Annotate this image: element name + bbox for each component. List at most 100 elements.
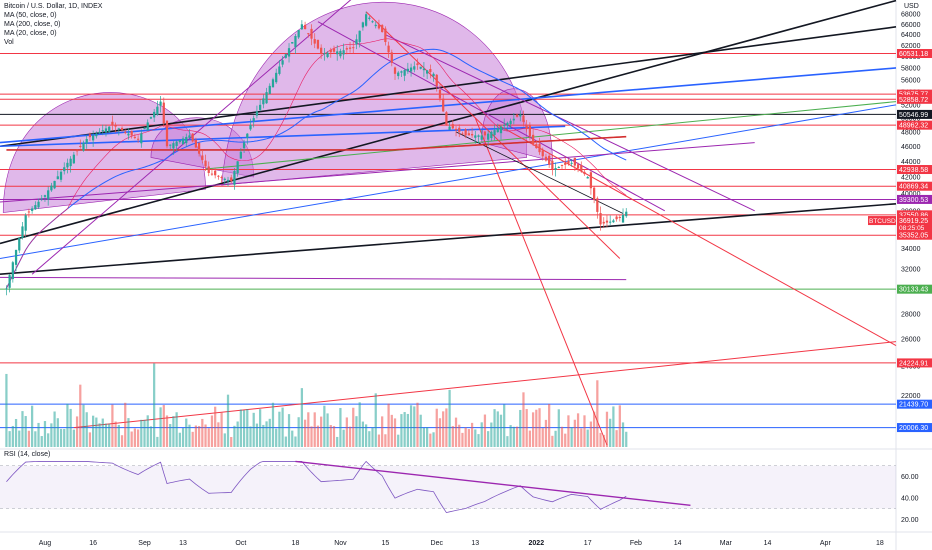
volume-bar	[21, 411, 24, 447]
study-ma20: MA (20, close, 0)	[4, 30, 57, 37]
candle-body	[374, 24, 377, 27]
volume-bar	[448, 389, 451, 447]
candle-body	[573, 157, 576, 166]
candle-body	[85, 138, 88, 144]
candle-body	[445, 112, 448, 125]
candle-body	[525, 125, 528, 130]
volume-bar	[602, 434, 605, 447]
candle-body	[339, 50, 342, 57]
candle-body	[297, 30, 300, 38]
volume-bar	[464, 427, 467, 447]
price-tick-label: 22000	[901, 393, 921, 400]
volume-bar	[236, 421, 239, 447]
volume-bar	[374, 393, 377, 447]
candle-body	[143, 127, 146, 130]
volume-bar	[416, 402, 419, 447]
price-level-value-13: 20006.30	[899, 425, 928, 432]
candle-body	[242, 142, 246, 149]
volume-bar	[281, 407, 284, 447]
candle-body	[223, 178, 226, 180]
candle-body	[416, 63, 419, 66]
trend-line-13	[455, 131, 624, 214]
volume-bar	[156, 436, 159, 447]
candle-body	[14, 249, 18, 265]
candle-body	[544, 156, 548, 161]
volume-bar	[56, 418, 59, 447]
candle-body	[506, 122, 509, 126]
candle-body	[56, 176, 59, 180]
candle-body	[194, 139, 198, 148]
volume-bar	[538, 408, 541, 447]
candle-body	[149, 117, 153, 119]
candle-body	[262, 98, 265, 105]
candle-body	[503, 124, 506, 126]
candle-body	[59, 171, 63, 180]
volume-bar	[88, 432, 92, 447]
candle-body	[371, 21, 374, 23]
candle-body	[512, 118, 515, 121]
chart-title: Bitcoin / U.S. Dollar, 1D, INDEX	[4, 3, 103, 10]
candle-body	[326, 52, 329, 58]
volume-bar	[230, 436, 233, 447]
candle-body	[207, 166, 210, 173]
volume-bar	[40, 436, 43, 447]
x-tick-label: 14	[674, 540, 682, 547]
candle-body	[528, 125, 532, 137]
price-tick-label: 58000	[901, 65, 921, 72]
candle-body	[400, 71, 403, 73]
x-tick-label: Feb	[630, 540, 642, 547]
candle-body	[596, 198, 599, 212]
volume-bar	[454, 417, 458, 447]
volume-bar	[255, 423, 259, 447]
volume-bar	[117, 424, 120, 447]
candle-body	[236, 161, 239, 174]
candle-body	[618, 216, 621, 218]
volume-bar	[181, 428, 185, 447]
candle-body	[554, 167, 557, 170]
candle-body	[332, 48, 336, 52]
volume-bar	[586, 429, 589, 447]
volume-bar	[570, 427, 573, 447]
candle-body	[329, 49, 332, 53]
volume-bar	[207, 428, 210, 447]
volume-bar	[387, 403, 390, 447]
price-level-tag-1	[897, 89, 932, 99]
x-tick-label: 13	[179, 540, 187, 547]
price-level-value-6: 40869.34	[899, 184, 928, 191]
candle-body	[464, 129, 467, 136]
volume-bar	[567, 415, 570, 447]
volume-bar	[18, 430, 21, 447]
volume-bar	[59, 428, 63, 447]
volume-bar	[445, 408, 448, 447]
chart-legend: Bitcoin / U.S. Dollar, 1D, INDEX MA (50,…	[4, 2, 102, 47]
candle-body	[162, 102, 165, 124]
candle-body	[127, 133, 130, 136]
candle-body	[188, 135, 191, 138]
candle-body	[541, 150, 544, 157]
current-price-value: 36919.25	[899, 218, 928, 225]
candle-body	[480, 135, 483, 140]
candle-body	[336, 51, 339, 55]
candle-body	[47, 190, 50, 200]
price-tick-label: 68000	[901, 12, 921, 19]
volume-bar	[66, 403, 69, 447]
volume-bar	[178, 432, 181, 447]
candle-body	[281, 60, 284, 65]
candle-body	[422, 68, 426, 71]
volume-bar	[204, 424, 207, 447]
volume-bar	[146, 415, 149, 447]
candle-body	[381, 25, 384, 33]
candle-body	[249, 124, 252, 130]
candle-body	[63, 167, 66, 172]
candle-body	[140, 133, 143, 144]
volume-bar	[242, 410, 246, 447]
candle-body	[419, 66, 422, 69]
volume-bar	[531, 412, 535, 447]
candle-body	[352, 47, 355, 49]
ma20-line	[6, 38, 627, 289]
price-tick-label: 34000	[901, 246, 921, 253]
candle-body	[393, 67, 397, 74]
candle-body	[37, 201, 40, 208]
x-tick-label: Mar	[720, 540, 733, 547]
